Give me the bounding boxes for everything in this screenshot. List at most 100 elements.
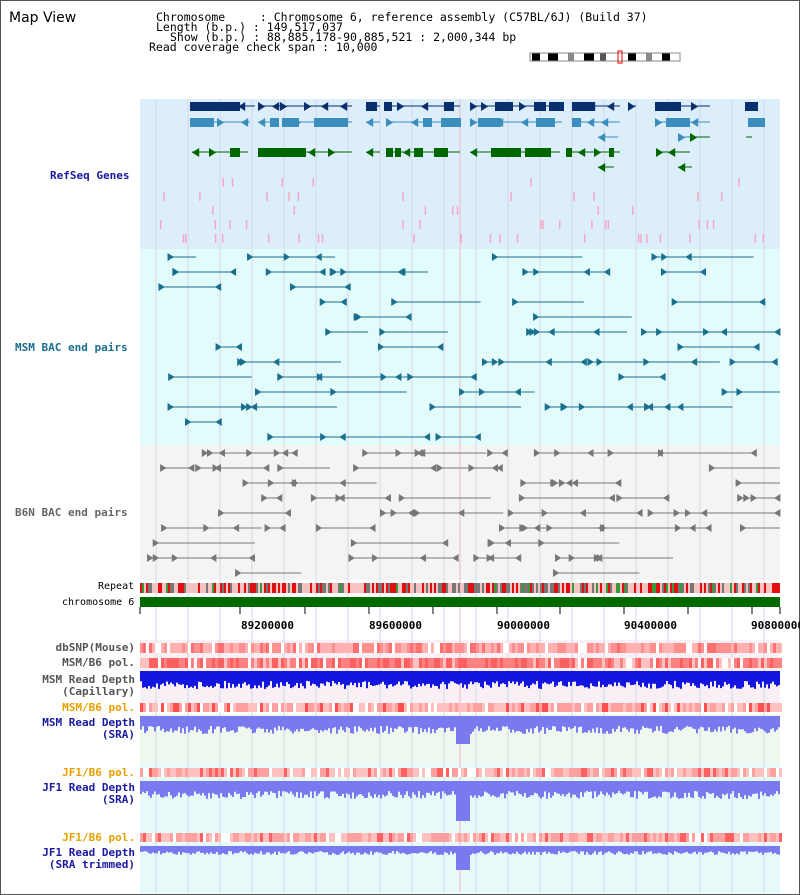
msm-capillary-depth-bar: [668, 671, 670, 685]
msm-capillary-depth-bar: [362, 671, 364, 683]
msm-bac-pair-end: [215, 418, 222, 426]
jf1-trimmed-depth-bar: [156, 846, 158, 854]
msm-b6-pol-heat-cell: [722, 703, 725, 712]
msm-b6-pol-heat-cell: [752, 658, 755, 668]
jf1-b6-pol-heat-cell: [524, 768, 527, 777]
msm-b6-pol-heat-cell: [182, 703, 185, 712]
msm-sra-depth-bar: [392, 716, 394, 733]
msm-capillary-depth-bar: [508, 671, 510, 682]
jf1-b6-pol-heat-cell: [236, 768, 239, 777]
jf1-sra-depth-bar: [274, 781, 276, 794]
b6n-bac-pair-end: [315, 524, 323, 532]
repeat-element: [142, 583, 144, 593]
msm-bac-pair-end: [533, 313, 540, 321]
jf1-trimmed-depth-bar: [674, 846, 676, 852]
msm-capillary-depth-bar: [194, 671, 196, 686]
jf1-sra-depth-bar: [322, 781, 324, 792]
msm-capillary-depth-bar: [234, 671, 236, 688]
jf1-sra-depth-bar: [210, 781, 212, 799]
msm-capillary-depth-bar: [664, 671, 666, 685]
jf1-b6-pol-heat-cell: [770, 833, 773, 842]
msm-b6-pol-heat-cell: [248, 658, 251, 668]
jf1-trimmed-depth-bar: [682, 846, 684, 854]
jf1-trimmed-depth-bar: [370, 846, 372, 852]
jf1-b6-pol-heat-cell: [428, 768, 431, 777]
msm-b6-pol-heat-cell: [221, 658, 224, 668]
msm-sra-depth-bar: [666, 716, 668, 734]
repeat-element: [562, 583, 564, 593]
msm-b6-pol-heat-cell: [626, 703, 629, 712]
repeat-element: [420, 583, 422, 593]
jf1-sra-depth-bar: [456, 781, 458, 821]
repeat-element: [756, 583, 758, 593]
msm-sra-depth-bar: [430, 716, 432, 734]
msm-b6-pol-heat-cell: [425, 658, 428, 668]
refseq-minor-tick: [297, 192, 300, 201]
jf1-b6-pol-heat-cell: [449, 833, 452, 842]
jf1-trimmed-depth-bar: [698, 846, 700, 852]
repeat-element: [640, 583, 642, 593]
msm-b6-pol-heat-cell: [218, 703, 221, 712]
dbsnp-heat-cell: [317, 643, 320, 653]
jf1-b6-pol-heat-cell: [560, 833, 563, 842]
repeat-element: [276, 583, 278, 593]
msm-capillary-depth-bar: [464, 671, 466, 685]
jf1-b6-pol-heat-cell: [413, 768, 416, 777]
msm-capillary-depth-bar: [540, 671, 542, 689]
dbsnp-heat-cell: [506, 643, 509, 653]
b6n-bac-pair-end: [348, 554, 355, 562]
dbsnp-heat-cell: [284, 643, 287, 653]
refseq-minor-tick: [604, 220, 607, 229]
msm-sra-depth-bar: [622, 716, 624, 728]
repeat-element: [744, 583, 746, 593]
jf1-trimmed-depth-bar: [298, 846, 300, 852]
dbsnp-heat-cell: [290, 643, 293, 653]
msm-b6-pol-heat-cell: [686, 658, 689, 668]
jf1-sra-depth-bar: [212, 781, 214, 794]
dbsnp-heat-cell: [488, 643, 491, 653]
b6n-bac-pair-end: [514, 554, 522, 562]
jf1-b6-pol-heat-cell: [713, 833, 716, 842]
jf1-b6-pol-heat-cell: [254, 768, 257, 777]
jf1-b6-pol-heat-cell: [233, 768, 236, 777]
msm-sra-depth-bar: [420, 716, 422, 729]
repeat-element: [606, 583, 608, 593]
jf1-trimmed-depth-bar: [738, 846, 740, 855]
msm-sra-depth-bar: [324, 716, 326, 730]
msm-b6-pol-heat-cell: [707, 658, 710, 668]
jf1-trimmed-depth-bar: [620, 846, 622, 853]
jf1-b6-pol-heat-cell: [296, 833, 299, 842]
jf1-b6-pol-heat-cell: [263, 768, 266, 777]
jf1-sra-depth-bar: [250, 781, 252, 793]
jf1-trimmed-depth-bar: [188, 846, 190, 854]
jf1-b6-pol-heat-cell: [293, 833, 296, 842]
jf1-sra-depth-bar: [412, 781, 414, 793]
msm-b6-pol-heat-cell: [404, 658, 407, 668]
msm-sra-depth-bar: [616, 716, 618, 730]
msm-capillary-depth-bar: [446, 671, 448, 689]
jf1-b6-pol-heat-cell: [704, 833, 707, 842]
msm-sra-depth-bar: [714, 716, 716, 730]
jf1-trimmed-depth-bar: [336, 846, 338, 855]
msm-b6-pol-heat-cell: [554, 658, 557, 668]
msm-capillary-depth-bar: [314, 671, 316, 685]
jf1-sra-depth-bar: [556, 781, 558, 794]
jf1-trimmed-depth-bar: [388, 846, 390, 854]
msm-b6-pol-heat-cell: [284, 703, 287, 712]
jf1-b6-pol-heat-cell: [737, 833, 740, 842]
msm-sra-depth-bar: [304, 716, 306, 732]
msm-capillary-depth-bar: [704, 671, 706, 687]
dbsnp-heat-cell: [515, 643, 518, 653]
repeat-element: [664, 583, 666, 593]
jf1-b6-pol-heat-cell: [572, 833, 575, 842]
gene-exon: [491, 148, 504, 157]
repeat-element: [392, 583, 394, 593]
repeat-element: [148, 583, 150, 593]
jf1-b6-pol-heat-cell: [143, 768, 146, 777]
jf1-trimmed-depth-bar: [568, 846, 570, 853]
jf1-b6-pol-heat-cell: [584, 833, 587, 842]
repeat-element: [730, 583, 732, 593]
repeat-element: [380, 583, 382, 593]
b6n-bac-pair-end: [468, 464, 475, 472]
repeat-element: [442, 583, 444, 593]
